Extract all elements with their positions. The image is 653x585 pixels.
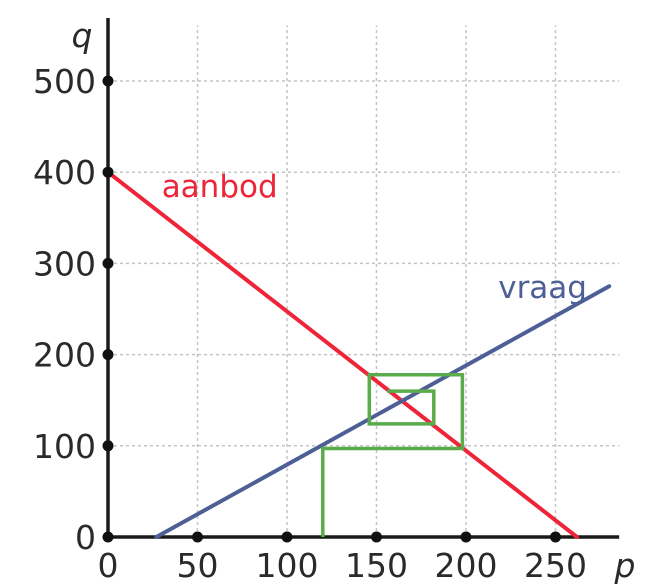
x-tick-label-0: 0 (98, 546, 119, 585)
x-tick-label-200: 200 (435, 546, 498, 585)
series-label-aanbod: aanbod (162, 169, 278, 205)
y-tick-dot-200 (102, 349, 114, 361)
x-tick-dot-0 (102, 531, 114, 543)
y-tick-label-400: 400 (33, 153, 96, 192)
y-tick-label-100: 100 (33, 427, 96, 466)
cobweb-line (321, 372, 465, 537)
x-tick-label-50: 50 (177, 546, 219, 585)
y-tick-label-300: 300 (33, 244, 96, 283)
tick-markers (102, 75, 561, 543)
y-tick-dot-300 (102, 257, 114, 269)
tick-labels: aanbod vraag 0 50 100 150 200 250 0 100 200 300 400 5… (33, 62, 587, 585)
series-label-vraag: vraag (498, 270, 587, 306)
x-tick-dot-250 (550, 531, 561, 543)
y-tick-label-0: 0 (75, 518, 96, 557)
x-axis-title: p (614, 546, 636, 585)
x-tick-label-250: 250 (524, 546, 587, 585)
y-tick-dot-400 (102, 166, 114, 178)
x-tick-label-150: 150 (345, 546, 408, 585)
series-line-aanbod (106, 170, 579, 539)
cobweb-path (321, 372, 465, 537)
y-axis-title: q (72, 16, 93, 55)
series-lines (106, 170, 612, 539)
y-tick-dot-100 (102, 440, 114, 452)
y-tick-label-200: 200 (33, 336, 96, 375)
x-tick-label-100: 100 (256, 546, 319, 585)
x-tick-dot-200 (460, 531, 472, 543)
y-tick-dot-500 (102, 75, 114, 87)
x-tick-dot-100 (281, 531, 293, 543)
x-tick-dot-150 (371, 531, 382, 543)
series-line-vraag (154, 284, 612, 539)
y-tick-label-500: 500 (33, 62, 96, 101)
x-tick-dot-50 (192, 531, 203, 543)
